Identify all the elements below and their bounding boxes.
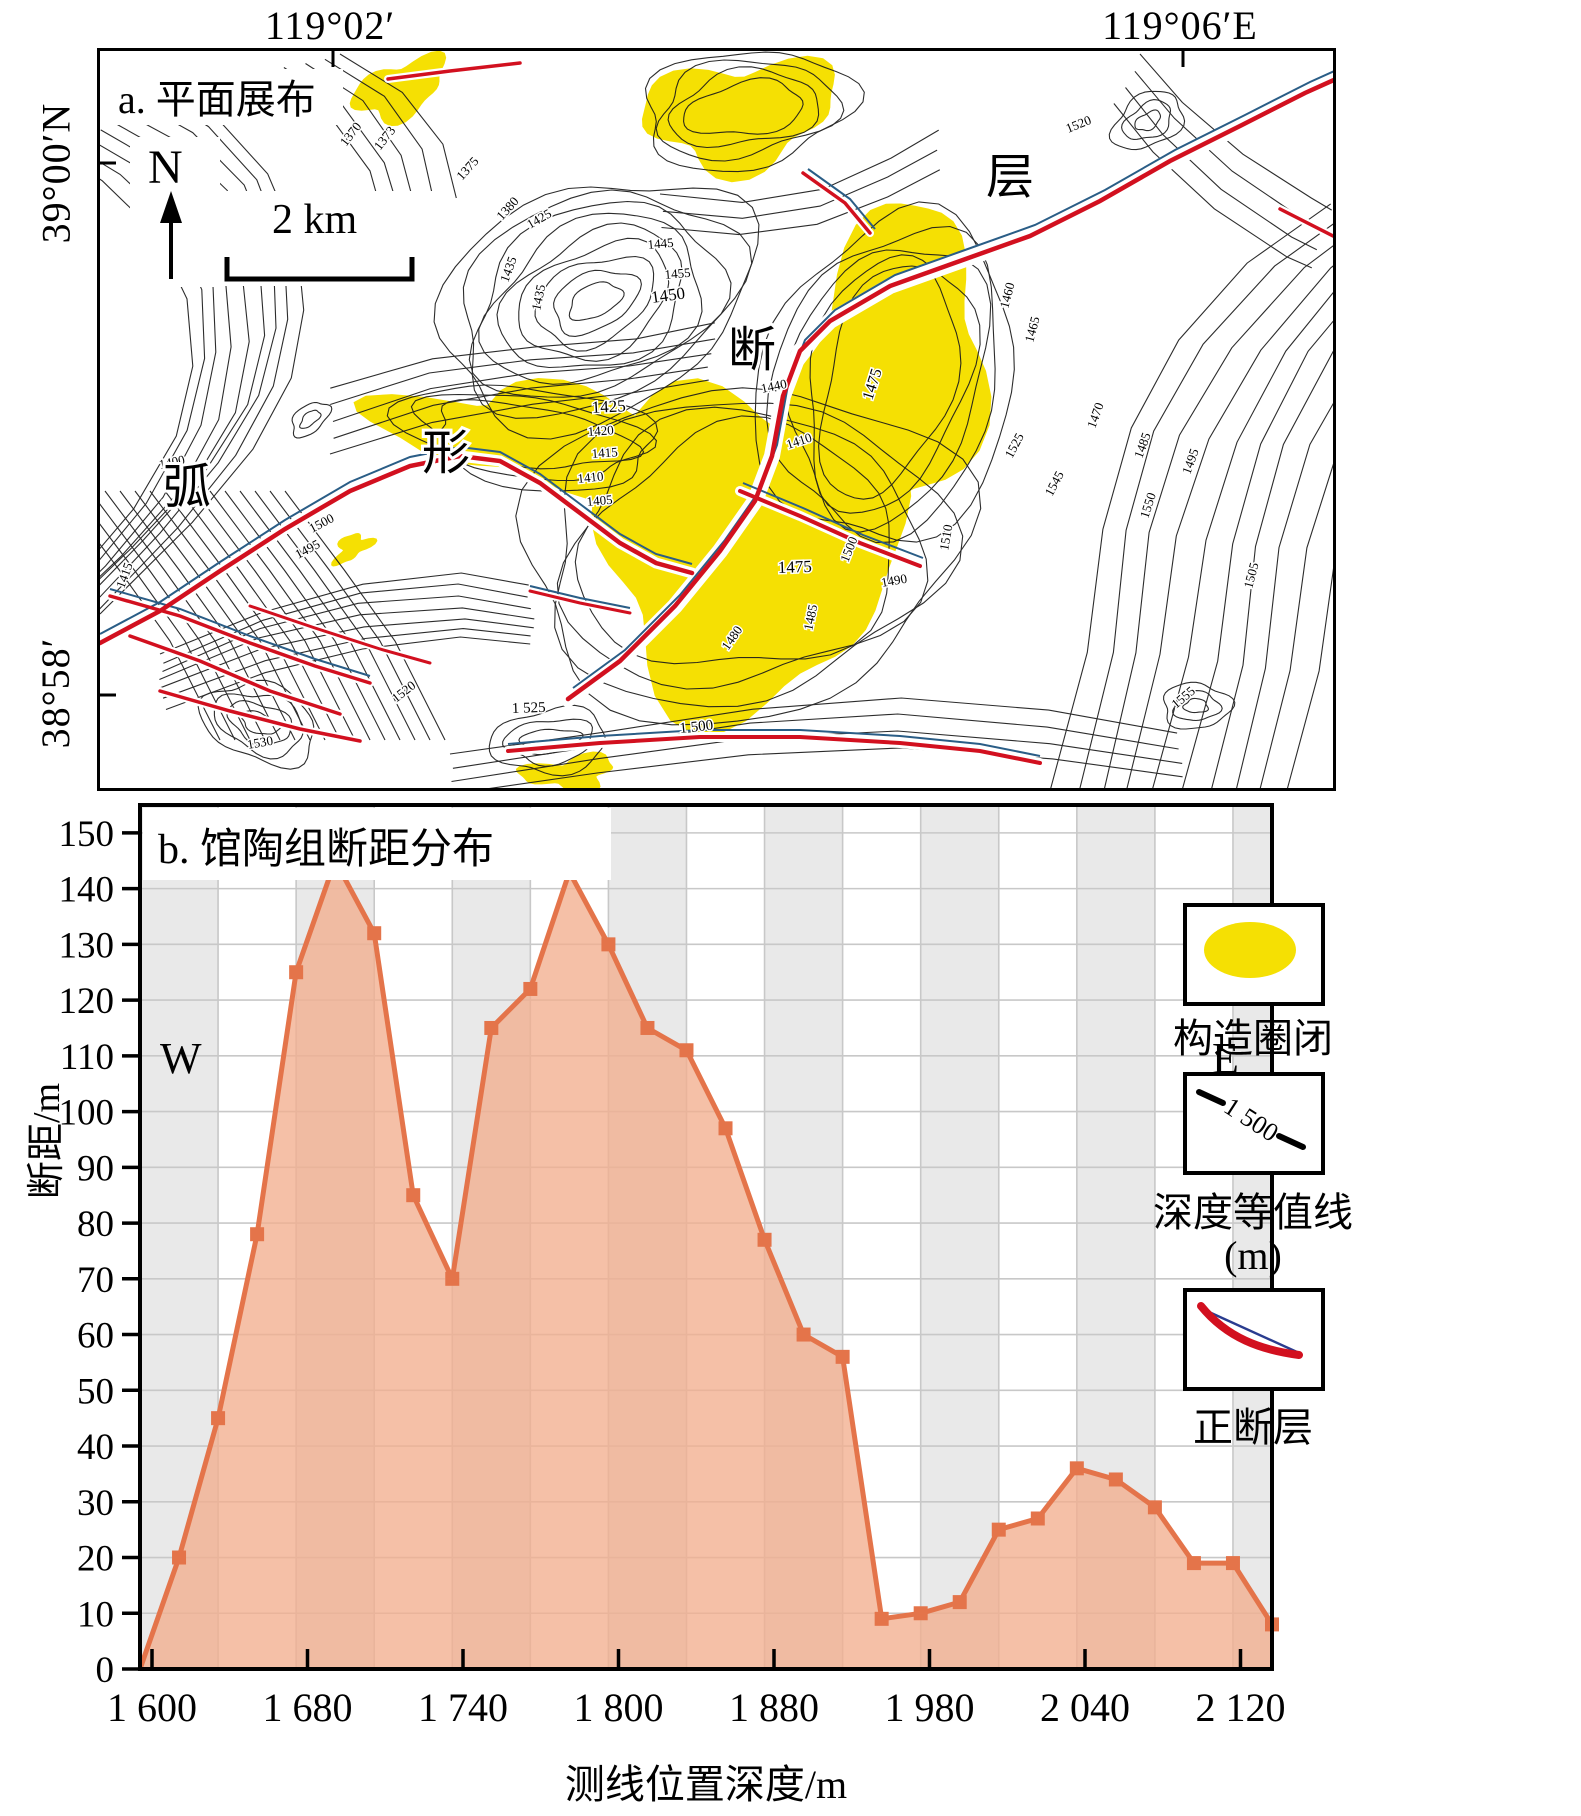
svg-text:1 600: 1 600	[107, 1685, 197, 1730]
svg-text:1425: 1425	[524, 206, 554, 232]
legend-item-fault-box	[1183, 1288, 1325, 1391]
svg-text:层: 层	[986, 151, 1034, 204]
svg-text:断: 断	[728, 324, 776, 377]
structure-contour-map: 1370 1373 1375 1380 1425 1445 1450 1455 1440 1435…	[97, 48, 1336, 791]
svg-text:1520: 1520	[1064, 112, 1094, 136]
svg-text:b. 馆陶组断距分布: b. 馆陶组断距分布	[158, 827, 494, 873]
svg-text:a. 平面展布: a. 平面展布	[118, 77, 316, 122]
svg-text:W: W	[160, 1034, 202, 1083]
svg-text:110: 110	[60, 1037, 114, 1078]
svg-text:1400: 1400	[158, 452, 187, 472]
svg-text:10: 10	[77, 1594, 114, 1635]
legend-item-contour-box: 1 500	[1183, 1072, 1325, 1175]
svg-text:0: 0	[96, 1650, 115, 1691]
svg-text:1450: 1450	[650, 283, 686, 307]
legend-item-closure-label: 构造圈闭	[1173, 1016, 1333, 1061]
svg-text:1 525: 1 525	[512, 700, 546, 717]
svg-text:150: 150	[59, 814, 115, 855]
svg-text:1405: 1405	[586, 492, 613, 509]
svg-text:1520: 1520	[389, 678, 419, 706]
svg-text:100: 100	[59, 1093, 115, 1134]
svg-text:1420: 1420	[587, 422, 614, 439]
svg-text:形: 形	[422, 427, 470, 480]
coord-label-left-top: 39°00′N	[33, 102, 79, 244]
legend-item-fault-label: 正断层	[1193, 1405, 1313, 1450]
svg-text:弧: 弧	[163, 461, 211, 514]
svg-text:1 800: 1 800	[574, 1685, 664, 1730]
svg-text:1 980: 1 980	[885, 1685, 975, 1730]
svg-text:1435: 1435	[528, 283, 548, 312]
svg-text:20: 20	[77, 1539, 114, 1580]
svg-text:90: 90	[77, 1148, 114, 1189]
svg-text:1455: 1455	[664, 265, 691, 282]
svg-text:1415: 1415	[591, 444, 618, 461]
svg-text:1505: 1505	[1240, 561, 1261, 590]
svg-text:1545: 1545	[1041, 468, 1066, 498]
x-axis-title: 测线位置深度/m	[564, 1762, 848, 1807]
svg-text:2 km: 2 km	[272, 197, 358, 243]
coord-label-left-bottom: 38°58′	[33, 637, 78, 749]
svg-text:70: 70	[77, 1260, 114, 1301]
svg-text:1550: 1550	[1137, 491, 1159, 520]
legend-item-contour-label: 深度等值线	[1153, 1190, 1353, 1235]
svg-text:1470: 1470	[1084, 400, 1107, 430]
svg-text:1530: 1530	[246, 733, 274, 752]
coord-label-top-left: 119°02′	[264, 3, 396, 48]
svg-text:40: 40	[77, 1427, 114, 1468]
y-axis-title: 断距/m	[26, 1082, 68, 1200]
svg-text:1 500: 1 500	[1219, 1091, 1284, 1147]
svg-text:N: N	[148, 141, 183, 194]
svg-text:1485: 1485	[800, 603, 820, 632]
svg-text:2 120: 2 120	[1196, 1685, 1286, 1730]
svg-text:1425: 1425	[591, 396, 626, 417]
svg-text:1445: 1445	[647, 235, 674, 252]
closure-ellipse-icon	[1204, 922, 1296, 978]
svg-text:1510: 1510	[936, 523, 955, 551]
depth-contour-icon: 1 500	[1196, 1089, 1306, 1150]
svg-text:80: 80	[77, 1204, 114, 1245]
svg-text:1465: 1465	[1021, 315, 1042, 344]
svg-text:1375: 1375	[453, 154, 482, 183]
svg-text:1 680: 1 680	[263, 1685, 353, 1730]
svg-text:1490: 1490	[880, 571, 908, 590]
normal-fault-icon	[1197, 1302, 1303, 1359]
svg-text:140: 140	[59, 870, 115, 911]
svg-text:1460: 1460	[996, 281, 1017, 310]
svg-text:1440: 1440	[760, 376, 789, 396]
svg-text:1525: 1525	[1001, 430, 1026, 460]
fault-throw-chart: 0 10 20 30 40 50 60 70 80 90 100 110 120 130 140 150 1 6…	[10, 793, 1292, 1788]
svg-text:60: 60	[77, 1316, 114, 1357]
svg-text:1380: 1380	[493, 194, 522, 223]
legend-item-closure-box	[1183, 903, 1325, 1006]
coord-label-top-right: 119°06′E	[1102, 3, 1258, 48]
svg-text:120: 120	[59, 981, 115, 1022]
svg-text:1 500: 1 500	[679, 718, 714, 737]
svg-text:1373: 1373	[371, 123, 399, 153]
svg-text:1475: 1475	[777, 557, 812, 577]
svg-text:130: 130	[59, 925, 115, 966]
legend-item-contour-unit: (m)	[1224, 1233, 1282, 1278]
svg-text:50: 50	[77, 1371, 114, 1412]
svg-text:1 740: 1 740	[418, 1685, 508, 1730]
svg-text:1410: 1410	[577, 468, 604, 486]
fault-throw-chart-svg: 0 10 20 30 40 50 60 70 80 90 100 110 120 130 140 150 1 6…	[59, 803, 1286, 1730]
svg-text:1495: 1495	[292, 536, 322, 561]
svg-text:2 040: 2 040	[1040, 1685, 1130, 1730]
svg-text:1 880: 1 880	[729, 1685, 819, 1730]
svg-text:30: 30	[77, 1483, 114, 1524]
